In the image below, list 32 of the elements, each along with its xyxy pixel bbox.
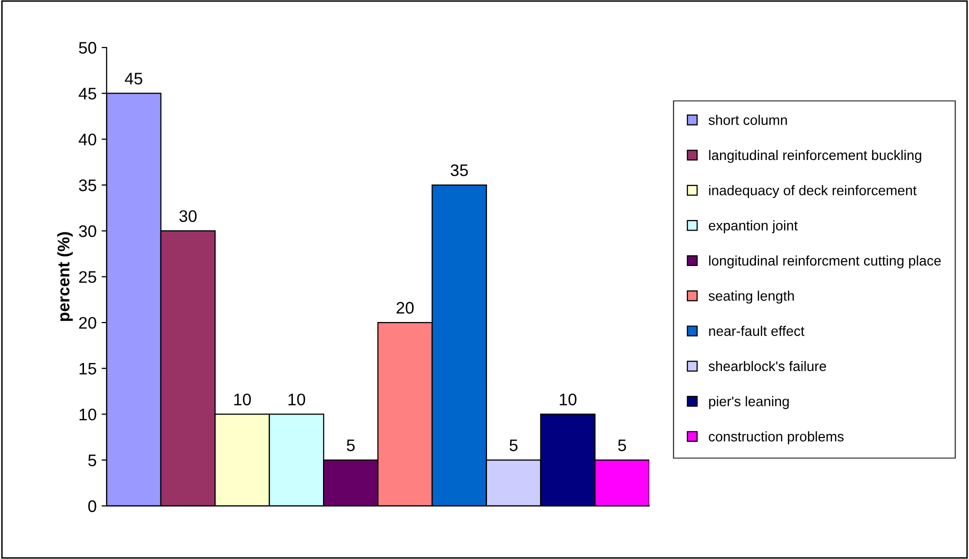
y-tick-label: 5 bbox=[88, 454, 96, 466]
y-tick-label: 30 bbox=[78, 225, 96, 238]
data-label: 10 bbox=[234, 394, 251, 406]
data-label: 20 bbox=[396, 302, 414, 314]
legend-label: short column bbox=[708, 114, 787, 125]
data-label: 10 bbox=[288, 394, 306, 406]
y-tick-label: 0 bbox=[88, 500, 96, 512]
y-tick-label: 45 bbox=[78, 88, 96, 100]
legend-label: pier's leaning bbox=[709, 396, 789, 410]
data-label: 35 bbox=[450, 164, 468, 176]
y-axis-title: percent (%) bbox=[57, 232, 73, 321]
y-tick-label: 20 bbox=[79, 316, 96, 329]
data-label: 45 bbox=[124, 72, 142, 85]
legend-label: near-fault effect bbox=[709, 326, 804, 336]
data-label: 30 bbox=[179, 210, 197, 222]
data-label: 10 bbox=[560, 394, 576, 406]
legend-label: shearblock's failure bbox=[708, 360, 826, 372]
y-tick-label: 40 bbox=[78, 134, 96, 146]
y-tick-label: 35 bbox=[78, 179, 96, 192]
y-tick-label: 25 bbox=[79, 271, 96, 283]
legend-label: seating length bbox=[708, 290, 794, 304]
legend-label: inadequacy of deck reinforcement bbox=[709, 185, 917, 198]
y-tick-label: 15 bbox=[80, 362, 96, 375]
legend-label: construction problems bbox=[708, 431, 844, 444]
data-label: 5 bbox=[510, 440, 518, 452]
legend-label: longitudinal reinforcment cutting place bbox=[709, 255, 941, 268]
data-label: 5 bbox=[618, 440, 626, 452]
legend-label: expantion joint bbox=[708, 220, 798, 234]
legend-label: langitudinal reinforcement buckling bbox=[709, 150, 922, 163]
y-tick-label: 10 bbox=[80, 408, 96, 420]
data-label: 5 bbox=[346, 440, 355, 452]
y-tick-label: 50 bbox=[79, 42, 96, 54]
